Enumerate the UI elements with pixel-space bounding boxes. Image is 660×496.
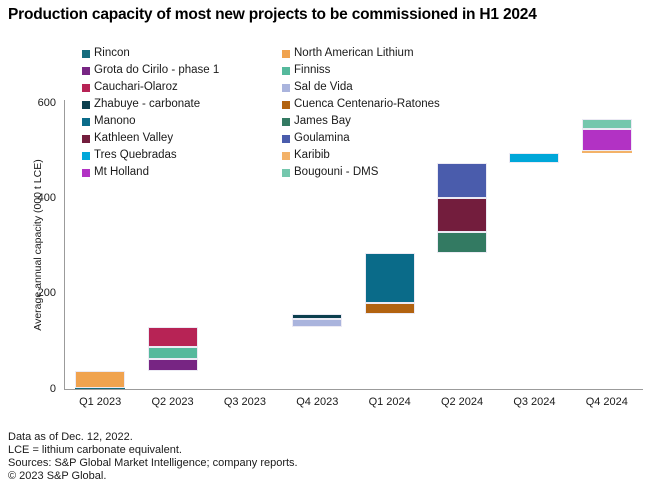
y-axis-line [64,100,65,389]
bar-segment [147,346,198,359]
bar-segment [509,153,560,163]
y-tick-label: 600 [37,96,56,109]
x-tick-label: Q2 2023 [151,396,194,408]
legend-item: Tres Quebradas [82,147,219,164]
bar-segment [364,303,415,314]
footer-data-as-of: Data as of Dec. 12, 2022. [8,431,133,443]
y-tick-label: 400 [37,191,56,204]
x-axis-line [64,389,643,390]
legend-swatch [282,49,290,58]
legend-label: Cuenca Centenario-Ratones [294,98,440,110]
bar-segment [75,370,126,388]
legend-swatch [82,151,90,160]
legend-label: Grota do Cirilo - phase 1 [94,64,220,76]
bar-segment [364,253,415,304]
legend-label: Finniss [294,64,331,76]
legend-swatch [282,100,290,109]
legend-swatch [82,83,90,92]
legend-swatch [82,117,90,126]
legend-swatch [82,49,90,58]
bar-segment [147,358,198,371]
legend-item: Zhabuye - carbonate [82,96,219,113]
legend-column-2: North American Lithium Finniss Sal de Vida… [282,45,440,181]
legend-swatch [282,83,290,92]
footer-sources: Sources: S&P Global Market Intelligence;… [8,457,298,469]
legend-swatch [82,168,90,177]
legend-item: Cauchari-Olaroz [82,79,219,96]
legend-swatch [282,117,290,126]
legend-item: James Bay [282,113,440,130]
legend-label: Kathleen Valley [94,132,174,144]
x-tick-label: Q4 2023 [296,396,339,408]
x-tick-label: Q3 2023 [223,396,267,408]
legend-swatch [82,66,90,75]
bar-segment [292,313,343,320]
x-tick-label: Q3 2024 [513,396,556,408]
legend-swatch [282,134,290,143]
legend-column-1: Rincon Grota do Cirilo - phase 1 Cauchari-… [82,45,219,181]
footer-copyright: © 2023 S&P Global. [8,470,107,482]
bar-segment [437,231,488,254]
y-axis-title: Average annual capacity (000 t LCE) [32,159,44,331]
bar-segment [437,198,488,232]
legend-item: Finniss [282,62,440,79]
legend-swatch [282,151,290,160]
legend-item: Bougouni - DMS [282,164,440,181]
legend-item: Kathleen Valley [82,130,219,147]
bar-segment [581,129,632,151]
x-tick-label: Q4 2024 [585,396,628,408]
legend-item: Sal de Vida [282,79,440,96]
legend-swatch [282,168,290,177]
y-tick-label: 0 [49,382,56,395]
legend-item: Goulamina [282,130,440,147]
legend-label: Cauchari-Olaroz [94,81,178,93]
legend-label: Bougouni - DMS [294,166,379,178]
legend-label: James Bay [294,115,351,127]
legend-item: Karibib [282,147,440,164]
legend-swatch [82,100,90,109]
x-tick-label: Q2 2024 [440,396,484,408]
legend-swatch [82,134,90,143]
legend-item: Cuenca Centenario-Ratones [282,96,440,113]
bar-segment [292,319,343,327]
legend-label: Mt Holland [94,166,149,178]
bar-segment [75,387,126,389]
legend-label: Tres Quebradas [94,149,177,161]
legend-label: Rincon [94,47,130,59]
legend-item: Grota do Cirilo - phase 1 [82,62,219,79]
legend-item: Rincon [82,45,219,62]
legend-item: Manono [82,113,219,130]
bar-segment [581,150,632,154]
bar-segment [581,119,632,130]
legend-label: Manono [94,115,136,127]
legend-item: Mt Holland [82,164,219,181]
legend-item: North American Lithium [282,45,440,62]
y-tick-label: 200 [37,287,56,300]
x-tick-label: Q1 2024 [368,396,411,408]
legend-label: Sal de Vida [294,81,353,93]
legend-swatch [282,66,290,75]
legend-label: Zhabuye - carbonate [94,98,201,110]
legend-label: Goulamina [294,132,350,144]
bar-segment [147,326,198,347]
bar-segment [437,162,488,199]
x-tick-label: Q1 2023 [79,396,122,408]
chart-title: Production capacity of most new projects… [8,6,537,23]
legend-label: Karibib [294,149,330,161]
footer-lce-note: LCE = lithium carbonate equivalent. [8,444,182,456]
legend-label: North American Lithium [294,47,414,59]
